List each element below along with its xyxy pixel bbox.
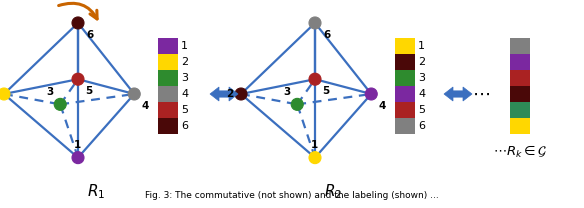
Bar (395, 54, 415, 70)
Text: 6: 6 (323, 30, 330, 40)
Text: 6: 6 (418, 121, 425, 131)
Text: $\cdots$: $\cdots$ (472, 85, 490, 103)
Bar (395, 86, 415, 102)
Text: 4: 4 (418, 89, 425, 99)
Bar (395, 102, 415, 118)
Text: $R_2$: $R_2$ (324, 182, 342, 201)
Circle shape (54, 98, 66, 110)
Circle shape (0, 88, 10, 100)
Text: 5: 5 (181, 105, 188, 115)
Text: 2: 2 (418, 57, 425, 67)
Text: 2: 2 (226, 89, 233, 99)
Bar (158, 86, 178, 102)
Text: 6: 6 (86, 30, 93, 40)
Text: 3: 3 (46, 87, 53, 97)
Circle shape (128, 88, 140, 100)
Bar (158, 54, 178, 70)
Bar (510, 118, 530, 134)
Text: 5: 5 (418, 105, 425, 115)
Circle shape (72, 152, 84, 164)
Text: 5: 5 (322, 86, 329, 96)
Text: 4: 4 (141, 101, 148, 111)
Circle shape (309, 152, 321, 164)
Text: 6: 6 (181, 121, 188, 131)
Bar (395, 118, 415, 134)
Text: $R_1$: $R_1$ (87, 182, 105, 201)
Text: 4: 4 (181, 89, 188, 99)
Circle shape (235, 88, 247, 100)
Bar (510, 70, 530, 86)
Text: 1: 1 (418, 41, 425, 51)
Bar (158, 70, 178, 86)
Text: $\cdots R_k \in \mathcal{G}$: $\cdots R_k \in \mathcal{G}$ (493, 144, 547, 160)
Bar (510, 102, 530, 118)
Circle shape (309, 73, 321, 85)
Circle shape (72, 17, 84, 29)
Text: 3: 3 (418, 73, 425, 83)
Circle shape (309, 17, 321, 29)
Text: 3: 3 (181, 73, 188, 83)
Bar (510, 38, 530, 54)
Bar (158, 102, 178, 118)
Bar (158, 38, 178, 54)
Text: 2: 2 (181, 57, 188, 67)
Text: 3: 3 (283, 87, 290, 97)
Text: 1: 1 (74, 140, 81, 150)
Text: 1: 1 (181, 41, 188, 51)
Bar (510, 54, 530, 70)
Circle shape (291, 98, 303, 110)
Circle shape (365, 88, 377, 100)
Bar (158, 118, 178, 134)
Polygon shape (210, 87, 238, 101)
Text: 1: 1 (310, 140, 318, 150)
Text: 5: 5 (85, 86, 92, 96)
Circle shape (72, 73, 84, 85)
Bar (510, 86, 530, 102)
Bar (395, 70, 415, 86)
Text: 4: 4 (378, 101, 385, 111)
Text: Fig. 3: The commutative (not shown) and the labeling (shown) ...: Fig. 3: The commutative (not shown) and … (145, 191, 439, 200)
Polygon shape (444, 87, 472, 101)
Bar (395, 38, 415, 54)
